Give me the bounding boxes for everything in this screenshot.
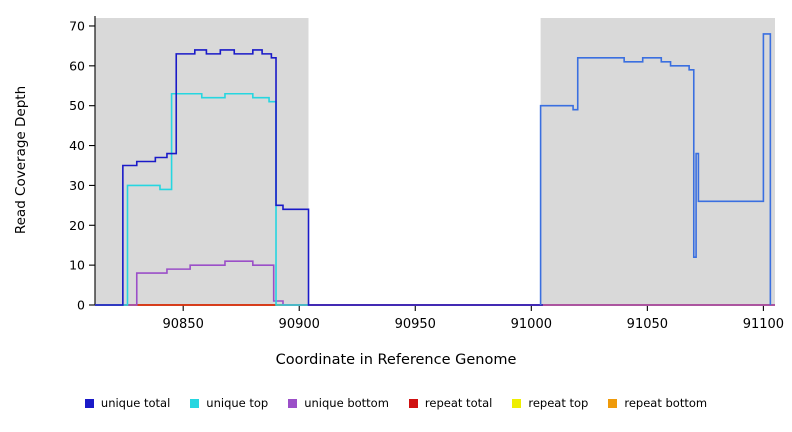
legend-swatch-icon <box>84 398 94 408</box>
legend-swatch-icon <box>608 398 618 408</box>
y-tick-label: 50 <box>69 98 85 113</box>
x-axis-title-text: Coordinate in Reference Genome <box>275 352 517 368</box>
series-line-right <box>539 33 772 305</box>
legend-item[interactable]: unique bottom <box>288 396 389 410</box>
y-tick-label: 40 <box>69 138 85 153</box>
y-tick-label: 60 <box>69 58 85 73</box>
shaded-region <box>540 18 775 305</box>
legend-label: unique total <box>100 396 171 410</box>
legend-swatch-icon <box>408 398 418 408</box>
x-tick-label: 90850 <box>163 317 204 332</box>
legend-label: repeat bottom <box>624 396 708 410</box>
legend-item[interactable]: repeat bottom <box>608 396 707 410</box>
y-tick-label: 0 <box>77 298 85 313</box>
legend-label: repeat total <box>424 396 493 410</box>
y-tick-label: 10 <box>69 258 85 273</box>
legend-swatch-icon <box>512 398 522 408</box>
legend-swatch-icon <box>190 398 200 408</box>
x-tick-label: 91050 <box>627 317 668 332</box>
series-line <box>95 49 543 306</box>
legend-item[interactable]: unique total <box>84 396 171 410</box>
shaded-region <box>95 18 309 305</box>
legend-item[interactable]: unique top <box>190 396 268 410</box>
plot-area: 0 10 20 30 40 50 60 70 90850 90900 90950 91000 91050… <box>69 16 784 332</box>
legend-item[interactable]: repeat top <box>512 396 588 410</box>
x-axis-title: Coordinate in Reference Genome <box>0 352 792 368</box>
legend-item[interactable]: repeat total <box>408 396 493 410</box>
x-tick-label: 91000 <box>511 317 552 332</box>
y-tick-label: 70 <box>69 18 85 33</box>
y-tick-label: 30 <box>69 178 85 193</box>
legend-swatch-icon <box>288 398 298 408</box>
legend-label: unique bottom <box>304 396 389 410</box>
x-tick-label: 90900 <box>279 317 320 332</box>
chart-legend: unique total unique top unique bottom repea… <box>0 396 792 410</box>
y-tick-label: 20 <box>69 218 85 233</box>
legend-label: repeat top <box>528 396 589 410</box>
x-tick-label: 91100 <box>743 317 784 332</box>
series-line <box>95 92 309 306</box>
x-tick-label: 90950 <box>395 317 436 332</box>
plot-svg: 0 10 20 30 40 50 60 70 90850 90900 90950 91000 91050… <box>69 16 784 332</box>
legend-label: unique top <box>206 396 269 410</box>
